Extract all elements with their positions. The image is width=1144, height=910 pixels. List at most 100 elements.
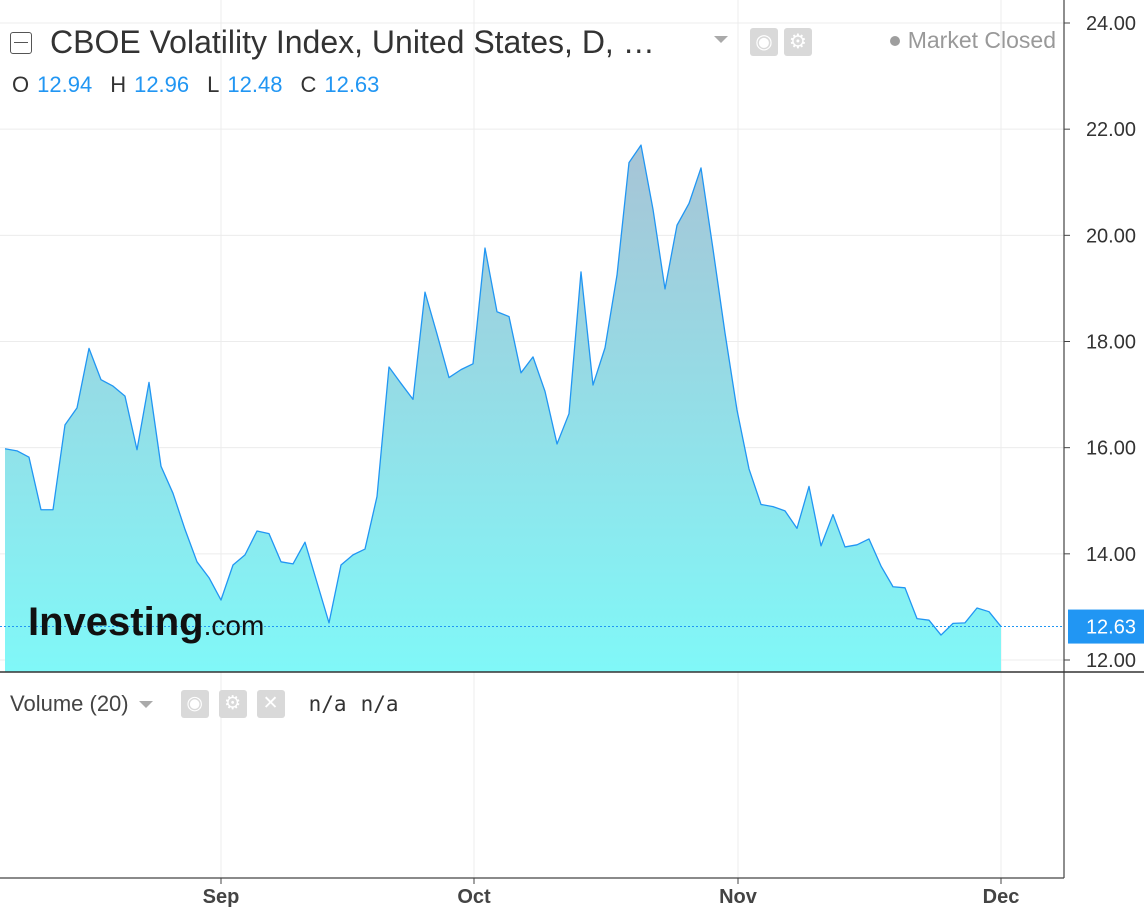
data-point — [916, 617, 918, 619]
data-point — [208, 577, 210, 579]
volume-gear-icon[interactable]: ⚙ — [218, 690, 247, 718]
data-point — [508, 315, 510, 317]
data-point — [688, 202, 690, 204]
data-point — [964, 622, 966, 624]
data-point — [460, 368, 462, 370]
data-point — [88, 347, 90, 349]
y-tick-label: 22.00 — [1086, 119, 1136, 141]
y-tick-label: 24.00 — [1086, 13, 1136, 35]
data-point — [148, 381, 150, 383]
gear-icon[interactable]: ⚙ — [784, 28, 812, 56]
x-tick-label: Dec — [983, 886, 1020, 908]
data-point — [556, 443, 558, 445]
data-point — [364, 548, 366, 550]
data-point — [184, 528, 186, 530]
data-point — [424, 291, 426, 293]
data-point — [832, 513, 834, 515]
data-point — [136, 449, 138, 451]
ohlc-low-key: L — [207, 72, 220, 97]
data-point — [532, 356, 534, 358]
data-point — [40, 509, 42, 511]
data-point — [388, 366, 390, 368]
data-point — [640, 144, 642, 146]
ohlc-readout: O 12.94 H 12.96 L 12.48 C 12.63 — [12, 72, 389, 98]
volume-value-1: n/a — [308, 692, 347, 716]
ohlc-high-value: 12.96 — [134, 72, 190, 97]
data-point — [784, 510, 786, 512]
data-point — [16, 450, 18, 452]
investing-logo: Investing.com — [28, 600, 265, 644]
data-point — [4, 448, 6, 450]
y-tick-label: 16.00 — [1086, 438, 1136, 460]
data-point — [628, 161, 630, 163]
volume-header: Volume (20) ◉ ⚙ ✕ n/a n/a — [10, 690, 399, 718]
data-point — [448, 376, 450, 378]
x-tick-label: Nov — [719, 886, 758, 908]
data-point — [616, 274, 618, 276]
data-point — [112, 385, 114, 387]
ohlc-open-key: O — [12, 72, 30, 97]
data-point — [196, 561, 198, 563]
data-point — [76, 407, 78, 409]
data-point — [868, 538, 870, 540]
data-point — [976, 607, 978, 609]
data-point — [544, 390, 546, 392]
y-tick-label: 20.00 — [1086, 225, 1136, 247]
data-point — [124, 395, 126, 397]
data-point — [904, 587, 906, 589]
data-point — [256, 530, 258, 532]
data-point — [604, 347, 606, 349]
x-tick-label: Oct — [457, 886, 491, 908]
data-point — [244, 554, 246, 556]
volume-close-icon[interactable]: ✕ — [256, 690, 285, 718]
data-point — [928, 619, 930, 621]
data-point — [436, 333, 438, 335]
market-status-text: Market Closed — [907, 27, 1056, 53]
last-value-label: 12.63 — [1086, 617, 1136, 639]
data-point — [340, 564, 342, 566]
series-area-fill — [5, 145, 1001, 673]
data-point — [796, 527, 798, 529]
eye-icon[interactable]: ◉ — [750, 28, 778, 56]
data-point — [280, 561, 282, 563]
ohlc-open-value: 12.94 — [37, 72, 93, 97]
market-status: Market Closed — [889, 27, 1056, 54]
data-point — [700, 167, 702, 169]
data-point — [844, 546, 846, 548]
data-point — [652, 208, 654, 210]
last-value-badge — [1068, 609, 1144, 644]
x-tick-label: Sep — [203, 886, 240, 908]
data-point — [232, 564, 234, 566]
data-point — [988, 610, 990, 612]
volume-chevron-down-icon[interactable] — [138, 700, 153, 708]
data-point — [352, 554, 354, 556]
ohlc-low-value: 12.48 — [227, 72, 283, 97]
status-dot-icon — [889, 35, 900, 46]
collapse-icon[interactable] — [10, 31, 32, 54]
data-point — [52, 509, 54, 511]
volume-eye-icon[interactable]: ◉ — [180, 690, 209, 718]
data-point — [100, 379, 102, 381]
volume-label: Volume (20) — [10, 691, 129, 716]
ohlc-close-value: 12.63 — [324, 72, 380, 97]
data-point — [724, 332, 726, 334]
data-point — [376, 495, 378, 497]
chevron-down-icon[interactable] — [714, 36, 728, 43]
data-point — [496, 311, 498, 313]
data-point — [856, 544, 858, 546]
y-tick-label: 18.00 — [1086, 332, 1136, 354]
data-point — [712, 248, 714, 250]
data-point — [880, 565, 882, 567]
data-point — [172, 492, 174, 494]
volume-value-2: n/a — [360, 692, 399, 716]
data-point — [472, 363, 474, 365]
chart-header: CBOE Volatility Index, United States, D,… — [10, 24, 655, 61]
data-point — [160, 465, 162, 467]
series-line — [4, 144, 1002, 636]
data-point — [268, 532, 270, 534]
data-point — [952, 622, 954, 624]
data-point — [940, 634, 942, 636]
y-tick-label: 14.00 — [1086, 544, 1136, 566]
data-point — [772, 505, 774, 507]
